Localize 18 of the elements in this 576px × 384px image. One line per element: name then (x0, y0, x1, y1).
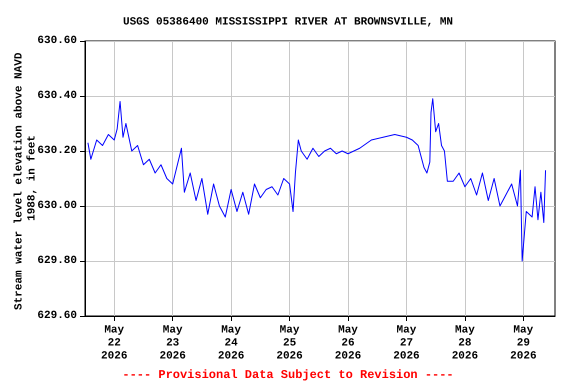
x-tick-label: May 25 2026 (276, 324, 303, 362)
x-tick-label: May 27 2026 (393, 324, 420, 362)
y-tick-label: 630.40 (37, 90, 77, 102)
y-tick-label: 630.60 (37, 35, 77, 47)
x-tick-label: May 26 2026 (334, 324, 362, 362)
x-tick-label: May 24 2026 (218, 324, 244, 362)
x-tick-label: May 22 2026 (101, 324, 128, 362)
x-tick-label: May 28 2026 (452, 324, 478, 362)
y-tick-label: 630.00 (37, 200, 77, 212)
y-tick-label: 630.20 (37, 145, 77, 157)
chart-title: USGS 05386400 MISSISSIPPI RIVER AT BROWNSVILLE, MN (122, 16, 454, 28)
x-tick-label: May 29 2026 (510, 324, 537, 362)
line-series (87, 98, 546, 262)
text: ---- Provisional Data Subject to Revision ---- (122, 368, 454, 382)
y-tick-label: 629.60 (37, 310, 77, 322)
x-tick-label: May 23 2026 (159, 324, 186, 362)
y-tick-label: 629.80 (37, 255, 77, 267)
y-axis-title: Stream water level elevation above NAVD 1988, in feet (14, 46, 38, 310)
